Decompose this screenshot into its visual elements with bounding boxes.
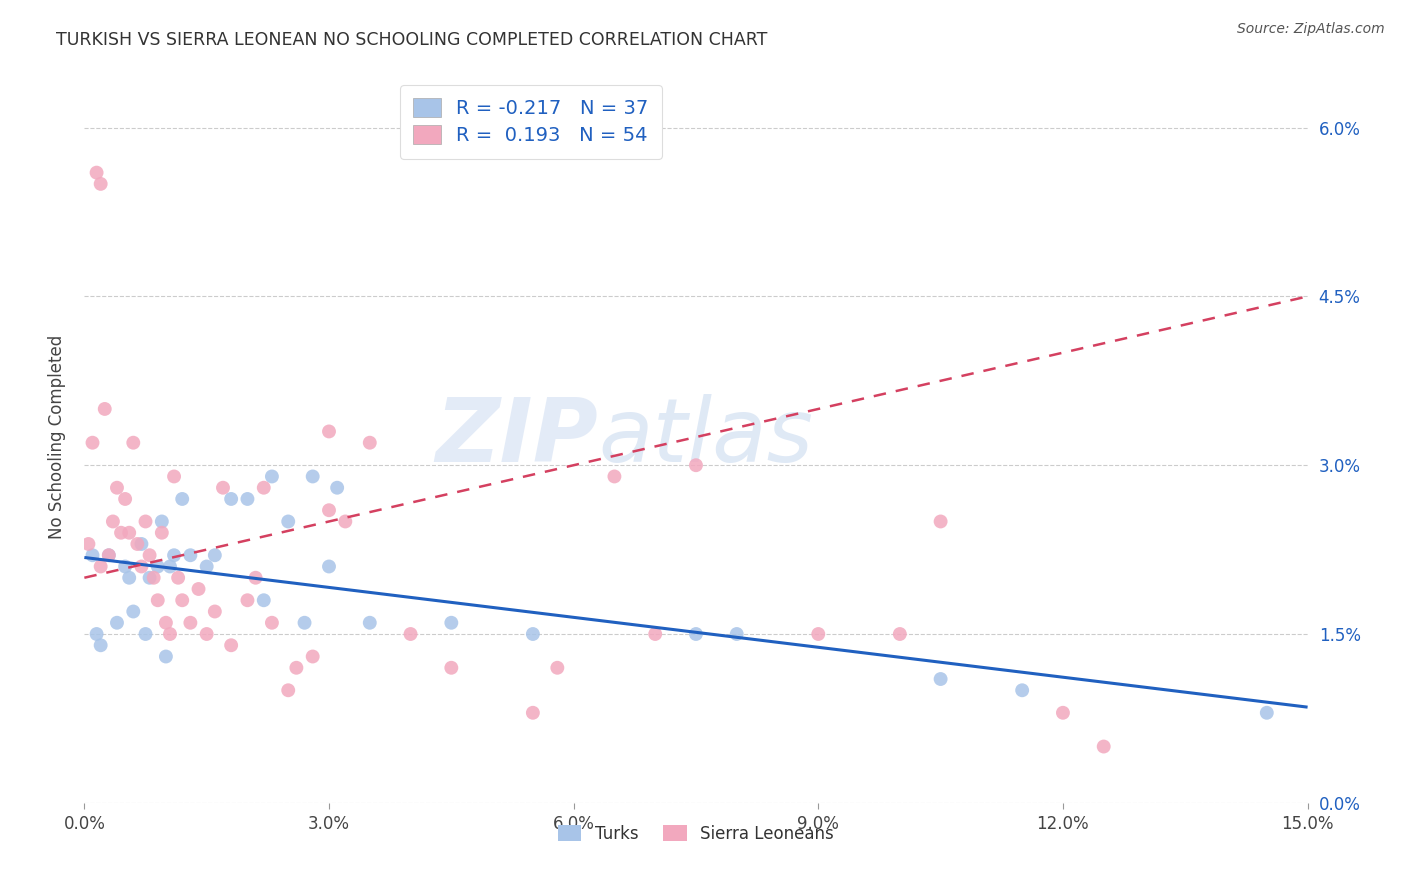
Point: [889, 627, 911, 641]
Point: [253, 481, 276, 495]
Y-axis label: No Schooling Completed: No Schooling Completed: [48, 335, 66, 539]
Point: [1256, 706, 1278, 720]
Text: TURKISH VS SIERRA LEONEAN NO SCHOOLING COMPLETED CORRELATION CHART: TURKISH VS SIERRA LEONEAN NO SCHOOLING C…: [56, 31, 768, 49]
Point: [318, 503, 340, 517]
Point: [86, 166, 108, 180]
Point: [301, 469, 323, 483]
Text: atlas: atlas: [598, 394, 813, 480]
Point: [179, 615, 201, 630]
Point: [146, 593, 169, 607]
Point: [138, 548, 160, 562]
Point: [163, 548, 186, 562]
Point: [359, 615, 381, 630]
Point: [131, 559, 153, 574]
Point: [1052, 706, 1074, 720]
Point: [97, 548, 120, 562]
Point: [101, 515, 124, 529]
Point: [245, 571, 267, 585]
Point: [82, 548, 104, 562]
Point: [301, 649, 323, 664]
Point: [90, 177, 112, 191]
Point: [685, 458, 707, 473]
Point: [522, 706, 544, 720]
Point: [522, 627, 544, 641]
Point: [219, 491, 242, 506]
Point: [97, 548, 120, 562]
Point: [1092, 739, 1115, 754]
Point: [172, 593, 194, 607]
Point: [138, 571, 160, 585]
Point: [219, 638, 242, 652]
Point: [86, 627, 108, 641]
Point: [294, 615, 316, 630]
Point: [118, 571, 141, 585]
Point: [135, 627, 157, 641]
Point: [929, 515, 952, 529]
Point: [93, 401, 115, 416]
Point: [179, 548, 201, 562]
Legend: Turks, Sierra Leoneans: Turks, Sierra Leoneans: [551, 818, 841, 849]
Point: [212, 481, 235, 495]
Point: [326, 481, 349, 495]
Point: [142, 571, 165, 585]
Point: [603, 469, 626, 483]
Point: [277, 683, 299, 698]
Point: [260, 469, 283, 483]
Point: [195, 627, 218, 641]
Point: [155, 649, 177, 664]
Point: [90, 638, 112, 652]
Point: [187, 582, 209, 596]
Point: [167, 571, 190, 585]
Point: [204, 605, 226, 619]
Point: [195, 559, 218, 574]
Point: [105, 615, 128, 630]
Point: [131, 537, 153, 551]
Point: [685, 627, 707, 641]
Point: [335, 515, 357, 529]
Point: [172, 491, 194, 506]
Point: [114, 491, 136, 506]
Point: [236, 593, 259, 607]
Point: [277, 515, 299, 529]
Point: [260, 615, 283, 630]
Point: [285, 661, 308, 675]
Point: [150, 525, 173, 540]
Point: [644, 627, 666, 641]
Point: [318, 559, 340, 574]
Point: [159, 559, 181, 574]
Point: [155, 615, 177, 630]
Point: [110, 525, 132, 540]
Point: [114, 559, 136, 574]
Point: [77, 537, 100, 551]
Text: Source: ZipAtlas.com: Source: ZipAtlas.com: [1237, 22, 1385, 37]
Point: [135, 515, 157, 529]
Point: [399, 627, 422, 641]
Point: [204, 548, 226, 562]
Point: [90, 559, 112, 574]
Point: [163, 469, 186, 483]
Point: [253, 593, 276, 607]
Point: [440, 615, 463, 630]
Point: [159, 627, 181, 641]
Point: [807, 627, 830, 641]
Point: [105, 481, 128, 495]
Point: [318, 425, 340, 439]
Point: [546, 661, 568, 675]
Text: ZIP: ZIP: [436, 393, 598, 481]
Point: [236, 491, 259, 506]
Point: [1011, 683, 1033, 698]
Point: [725, 627, 748, 641]
Point: [82, 435, 104, 450]
Point: [127, 537, 149, 551]
Point: [122, 435, 145, 450]
Point: [122, 605, 145, 619]
Point: [150, 515, 173, 529]
Point: [440, 661, 463, 675]
Point: [146, 559, 169, 574]
Point: [929, 672, 952, 686]
Point: [359, 435, 381, 450]
Point: [118, 525, 141, 540]
